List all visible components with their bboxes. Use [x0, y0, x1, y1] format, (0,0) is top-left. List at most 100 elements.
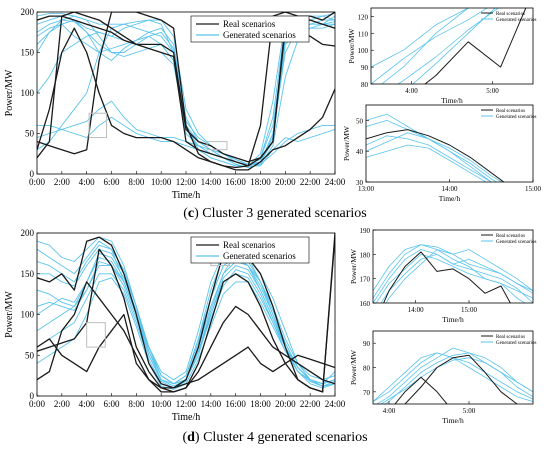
d-main-generated-line-8 — [37, 244, 335, 385]
c-inset-2-generated-line-0 — [366, 120, 503, 182]
c-inset-2-real-line-0 — [366, 129, 505, 182]
d-inset-1-real-line-0 — [383, 251, 511, 303]
caption-d: (d) Cluster 4 generated scenarios — [182, 430, 368, 445]
c-main-highlight-box-0 — [88, 112, 108, 139]
d-inset-1-chart: 14:00 15:00 160 170 180 190 Time/h Power/MW Real… — [349, 227, 536, 324]
c-inset-1-chart: 4:00 5:00 80 90 100 110 120 Time/h Power/MW Real … — [347, 7, 536, 105]
d-inset-1-generated-line-5 — [385, 249, 526, 303]
d-main-legend-real-label: Real scenarios — [223, 240, 276, 250]
d-inset-2-x-axis-label: Time/h — [442, 416, 464, 425]
d-inset-2-ytick-label-0: 70 — [363, 389, 371, 397]
d-inset-2-xtick-label-0: 4:00 — [383, 407, 396, 415]
c-inset-1-xtick-label-0: 4:00 — [405, 87, 418, 95]
d-main-ytick-label-0: 0 — [30, 391, 35, 401]
c-inset-2-x-axis-label: Time/h — [439, 194, 461, 203]
c-inset-1-generated-line-2 — [412, 8, 496, 84]
c-main-generated-line-3 — [37, 116, 335, 167]
c-inset-1-ytick-label-4: 120 — [358, 13, 369, 21]
c-inset-1-ytick-label-3: 110 — [358, 30, 369, 38]
d-main-xtick-label-4: 8:00 — [128, 399, 145, 409]
c-main-xtick-label-5: 10:00 — [151, 177, 172, 187]
c-main-generated-line-1 — [37, 23, 335, 167]
caption-c: (c) Cluster 3 generated scenarios — [183, 206, 367, 221]
c-main-legend-generated-label: Generated scenarios — [223, 30, 296, 40]
c-main-x-axis-label: Time/h — [172, 190, 201, 201]
c-inset-1-frame — [370, 7, 534, 85]
d-main-generated-line-2 — [37, 257, 335, 385]
c-main-legend-real-label: Real scenarios — [223, 19, 276, 29]
d-main-legend-generated-label: Generated scenarios — [223, 251, 296, 261]
c-inset-2-legend-real-label: Real scenarios — [496, 109, 525, 114]
d-main-ytick-label-1: 50 — [25, 350, 35, 360]
d-main-legend-box — [190, 236, 310, 264]
c-main-xtick-label-12: 24:00 — [325, 177, 346, 187]
d-inset-1-legend-generated-label: Generated scenarios — [496, 240, 536, 245]
c-main-xtick-label-4: 8:00 — [128, 177, 145, 187]
d-inset-2-real-line-0 — [394, 376, 448, 404]
d-inset-2-ytick-label-1: 80 — [363, 365, 371, 373]
c-main-xtick-label-10: 20:00 — [275, 177, 296, 187]
d-main-chart: 0:00 2:00 4:00 6:00 8:00 10:00 12:00 14:00 16:00… — [4, 228, 346, 423]
c-main-ytick-label-0: 0 — [30, 169, 35, 179]
c-inset-1-x-axis-label: Time/h — [441, 96, 463, 105]
d-main-xtick-label-10: 20:00 — [275, 399, 296, 409]
c-main-ytick-label-2: 100 — [21, 88, 35, 98]
d-main-xtick-label-11: 22:00 — [300, 399, 321, 409]
d-inset-1-plot-area — [373, 244, 533, 303]
c-inset-2-generated-line-1 — [366, 135, 493, 182]
c-inset-1-y-axis-label: Power/MW — [347, 28, 356, 64]
c-inset-2-ytick-label-0: 30 — [356, 179, 364, 187]
d-inset-2-xtick-label-1: 5:00 — [463, 407, 476, 415]
c-main-chart: 0:00 2:00 4:00 6:00 8:00 10:00 12:00 14:00 16:00… — [4, 7, 346, 201]
c-main-xtick-label-0: 0:00 — [29, 177, 46, 187]
d-inset-1-xtick-label-1: 15:00 — [461, 306, 477, 314]
c-inset-1-legend-generated-label: Generated scenarios — [496, 18, 536, 23]
c-main-xtick-label-1: 2:00 — [54, 177, 71, 187]
d-inset-2-plot-area — [373, 347, 533, 404]
c-main-ytick-label-3: 150 — [21, 48, 35, 58]
c-main-xtick-label-7: 14:00 — [201, 177, 222, 187]
c-inset-2-generated-line-4 — [366, 132, 498, 182]
c-main-ytick-label-4: 200 — [21, 7, 35, 17]
c-main-xtick-label-3: 6:00 — [103, 177, 120, 187]
d-main-real-line-2 — [37, 281, 335, 393]
c-inset-2-chart: 13:00 14:00 15:00 30 40 50 Time/h Power/MW Real … — [342, 104, 541, 203]
d-inset-2-y-axis-label: Power/MW — [349, 349, 358, 385]
d-inset-2-generated-line-4 — [380, 357, 533, 404]
d-main-xtick-label-5: 10:00 — [151, 399, 172, 409]
d-main-xtick-label-7: 14:00 — [201, 399, 222, 409]
d-main-x-axis-label: Time/h — [172, 412, 201, 423]
d-main-plot-area — [37, 233, 335, 393]
c-inset-1-xtick-label-1: 5:00 — [486, 87, 499, 95]
c-main-highlight-box-1 — [206, 141, 228, 151]
d-inset-1-y-axis-label: Power/MW — [349, 248, 358, 284]
d-inset-1-ytick-label-2: 180 — [360, 251, 371, 259]
d-main-xtick-label-3: 6:00 — [103, 399, 120, 409]
c-main-xtick-label-2: 4:00 — [79, 177, 96, 187]
d-main-highlight-box-0 — [86, 322, 106, 348]
d-main-ytick-label-4: 200 — [21, 228, 35, 238]
d-inset-2-generated-line-1 — [376, 347, 533, 404]
c-inset-1-generated-line-1 — [371, 8, 488, 84]
c-inset-1-real-line-0 — [424, 8, 527, 84]
d-main-ytick-label-3: 150 — [21, 269, 35, 279]
d-main-xtick-label-9: 18:00 — [250, 399, 271, 409]
d-inset-1-generated-line-4 — [380, 253, 533, 303]
c-inset-1-ytick-label-2: 100 — [358, 47, 369, 55]
c-main-y-axis-label: Power/MW — [4, 69, 15, 116]
c-inset-2-xtick-label-0: 13:00 — [358, 185, 374, 193]
c-main-legend-box — [190, 15, 310, 43]
c-main-xtick-label-11: 22:00 — [300, 177, 321, 187]
c-inset-2-legend-generated-label: Generated scenarios — [496, 115, 536, 120]
d-inset-2-legend-real-label: Real scenarios — [496, 335, 525, 340]
d-inset-2-generated-line-2 — [384, 352, 533, 404]
c-inset-1-ytick-label-1: 90 — [361, 64, 369, 72]
c-inset-1-generated-line-0 — [381, 8, 469, 84]
d-main-xtick-label-0: 0:00 — [29, 399, 46, 409]
d-inset-1-frame — [372, 229, 534, 304]
c-inset-2-y-axis-label: Power/MW — [342, 125, 351, 161]
d-inset-2-ytick-label-2: 90 — [363, 340, 371, 348]
d-inset-2-chart: 4:00 5:00 70 80 90 Time/h Power/MW Real scenari… — [349, 330, 536, 425]
c-main-xtick-label-6: 12:00 — [176, 177, 197, 187]
